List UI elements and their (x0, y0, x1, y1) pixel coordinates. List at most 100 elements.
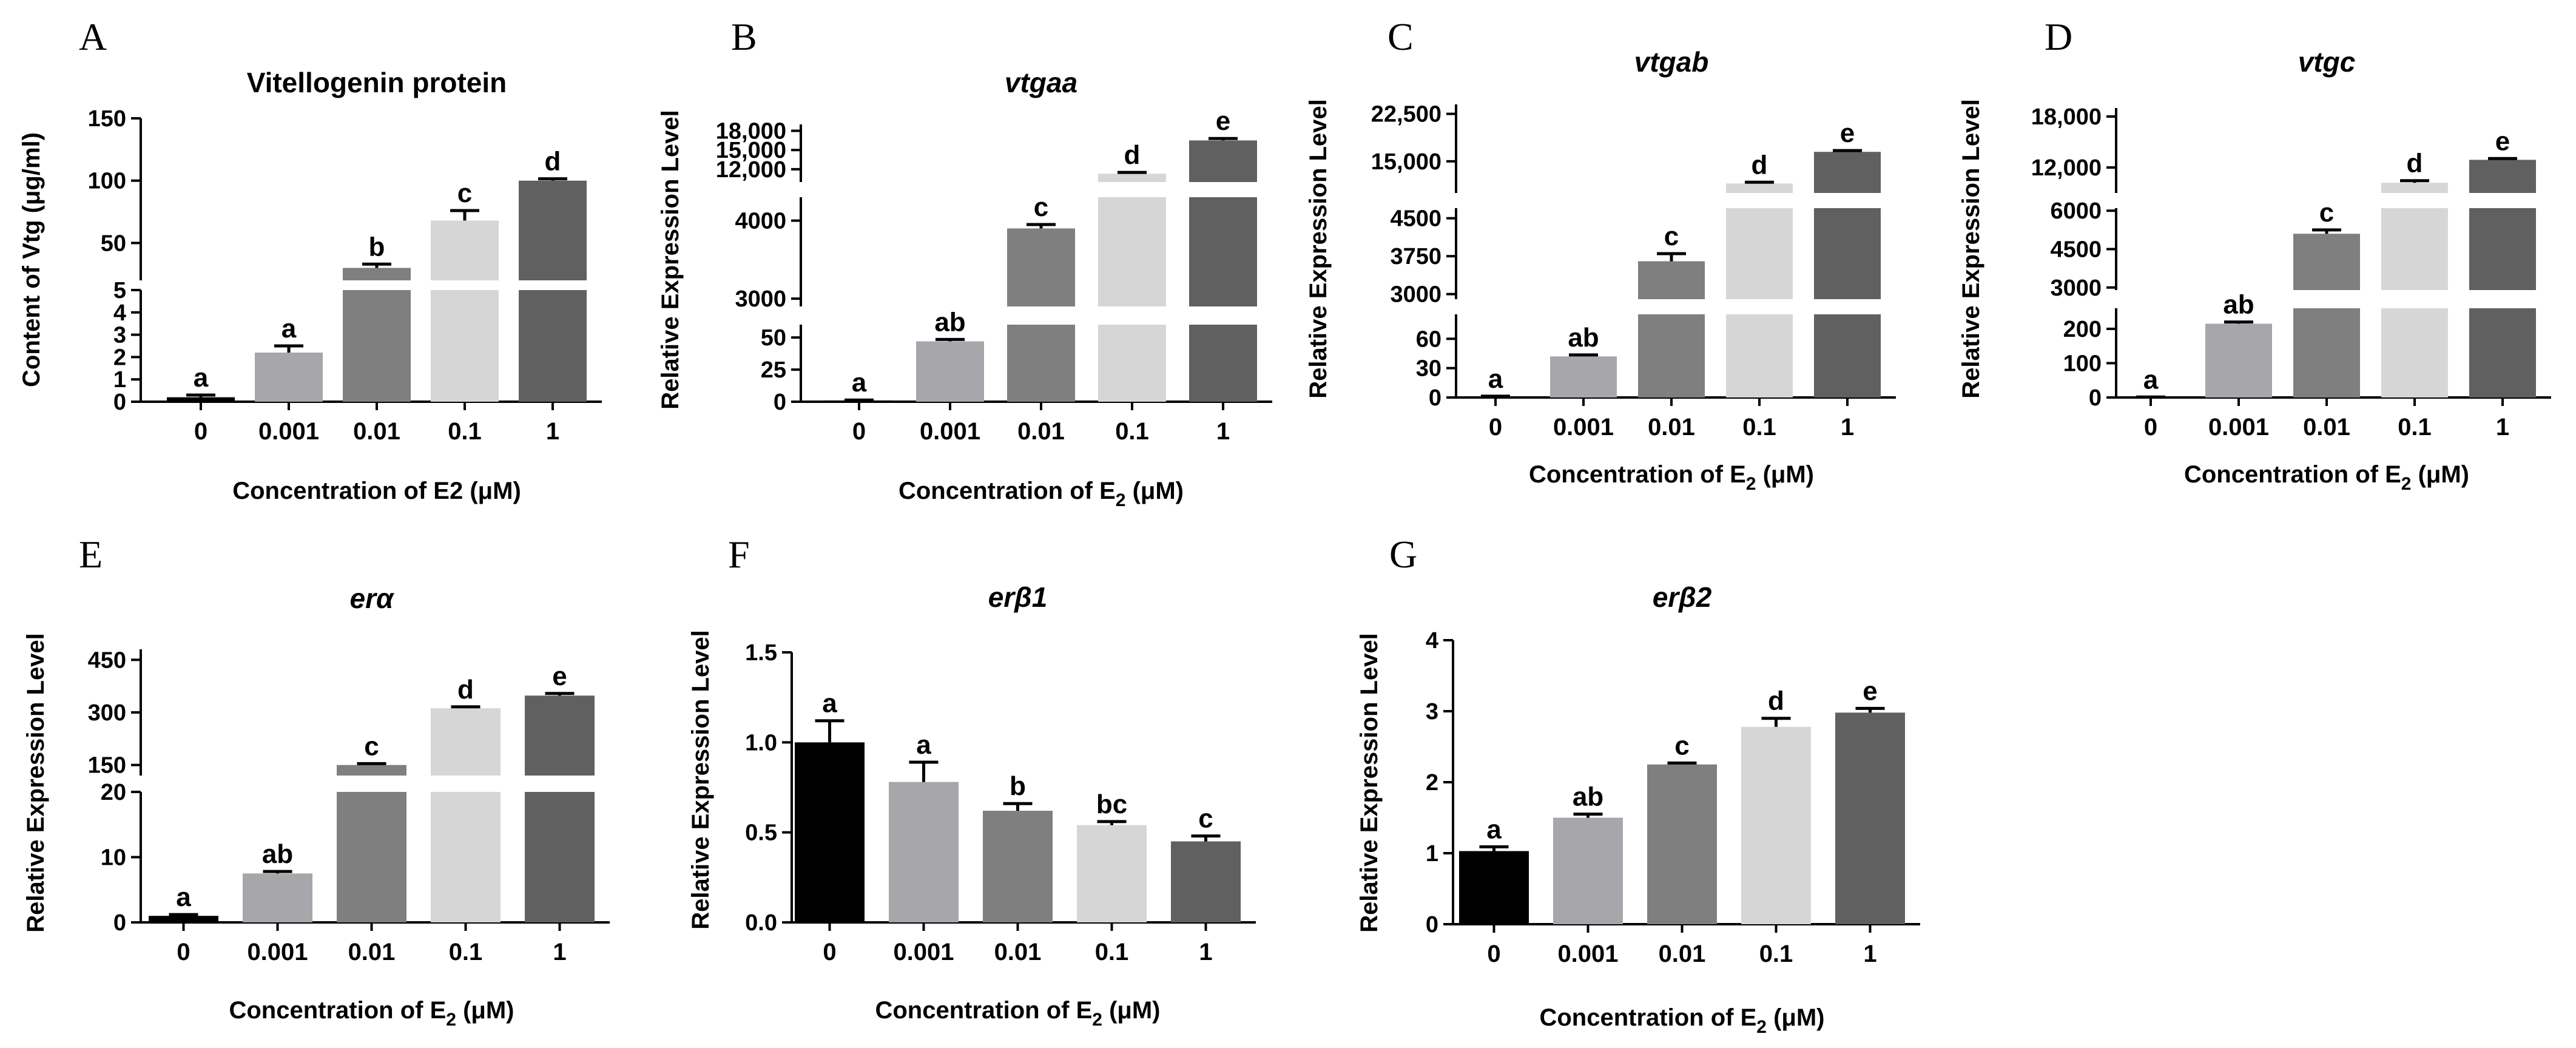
x-axis-title: Concentration of E2 (μM) (1529, 461, 1814, 494)
bar (1814, 152, 1881, 397)
bar (1726, 183, 1793, 397)
y-axis-title: Content of Vtg (μg/ml) (18, 132, 45, 387)
x-tick-label: 0.01 (1017, 418, 1065, 445)
bar (243, 873, 312, 922)
y-tick-label: 3 (1426, 699, 1438, 725)
chart-title: vtgc (2298, 46, 2356, 78)
bar (1189, 140, 1257, 402)
axis-break-gap (2293, 290, 2361, 308)
x-tick-label: 0 (2144, 414, 2157, 441)
x-tick-label: 0.1 (1742, 414, 1776, 441)
y-tick-label: 0.0 (745, 910, 777, 936)
y-tick-label: 0 (1429, 385, 1441, 411)
y-tick-label: 18,000 (2031, 104, 2102, 130)
significance-letter: d (545, 147, 561, 177)
x-axis-title-unit: (μM) (1125, 478, 1184, 504)
significance-letter: c (2319, 198, 2334, 228)
x-tick-label: 0.001 (258, 418, 319, 445)
x-tick-label: 1 (1216, 418, 1230, 445)
significance-letter: c (457, 178, 472, 208)
significance-letter: a (2143, 365, 2159, 394)
x-tick-label: 0.001 (1553, 414, 1614, 441)
x-tick-label: 0 (1489, 414, 1502, 441)
y-tick-label: 4 (113, 300, 126, 326)
x-tick-label: 0.001 (893, 939, 954, 965)
bar (795, 742, 865, 922)
y-tick-label: 0 (113, 390, 126, 415)
x-axis-title: Concentration of E2 (μM) (2184, 461, 2469, 494)
y-tick-label: 30 (1416, 356, 1441, 382)
x-tick-label: 1 (1863, 941, 1876, 967)
x-axis-title-main: Concentration of E (1539, 1004, 1756, 1031)
significance-letter: d (1768, 686, 1784, 716)
x-axis-title-unit: (μM) (1767, 1004, 1825, 1031)
y-tick-label: 0 (774, 390, 786, 415)
x-axis-title-main: Concentration of E (1529, 461, 1746, 488)
significance-letter: d (1752, 150, 1768, 180)
axis-break-gap (1097, 306, 1167, 325)
bar (255, 353, 323, 402)
significance-letter: c (1664, 221, 1679, 251)
significance-letter: a (852, 368, 867, 397)
y-tick-label: 300 (88, 700, 126, 726)
bar (1553, 817, 1623, 924)
significance-letter: bc (1096, 789, 1127, 819)
x-axis-title-unit: (μM) (1756, 461, 1814, 488)
y-tick-label: 150 (88, 106, 126, 132)
axis-break-gap (2469, 290, 2537, 308)
y-tick-label: 0 (1426, 912, 1438, 938)
x-axis-title-main: Concentration of E (2184, 461, 2401, 488)
x-axis-title-subscript: 2 (2401, 474, 2412, 494)
significance-letter: ab (262, 839, 293, 869)
y-tick-label: 1.5 (745, 640, 777, 666)
y-tick-label: 450 (88, 647, 126, 673)
panel-letter: A (79, 15, 107, 58)
y-tick-label: 0 (113, 910, 126, 936)
y-axis-title: Relative Expression Level (1356, 633, 1383, 933)
y-tick-label: 20 (101, 780, 126, 805)
significance-letter: e (552, 661, 567, 691)
x-tick-label: 0.1 (1095, 939, 1129, 965)
bar (1638, 261, 1705, 397)
significance-letter: a (194, 363, 209, 393)
x-axis-title-unit: (μM) (456, 997, 514, 1024)
y-tick-label: 50 (761, 325, 786, 351)
significance-letter: ab (1573, 782, 1603, 812)
y-axis-title: Relative Expression Level (687, 630, 714, 930)
y-tick-label: 1.0 (745, 730, 777, 756)
y-tick-label: 6000 (2050, 198, 2102, 224)
x-tick-label: 0 (194, 418, 207, 445)
bar (916, 341, 984, 402)
x-axis-title-unit: (μM) (2411, 461, 2469, 488)
y-tick-label: 1 (113, 367, 126, 393)
chart-title: vtgaa (1005, 67, 1077, 98)
axis-break-gap (524, 776, 595, 792)
x-axis-title: Concentration of E2 (μM) (232, 478, 521, 504)
significance-letter: b (1010, 771, 1026, 801)
bar (889, 782, 959, 922)
significance-letter: e (1216, 106, 1230, 136)
significance-letter: c (1198, 804, 1213, 834)
x-tick-label: 0.01 (1648, 414, 1695, 441)
x-axis-title: Concentration of E2 (μM) (1539, 1004, 1824, 1037)
significance-letter: d (2407, 149, 2423, 178)
bar (343, 268, 411, 402)
x-tick-label: 0.01 (994, 939, 1042, 965)
axis-break-gap (1813, 193, 1881, 208)
y-tick-label: 2 (1426, 770, 1438, 796)
x-axis-title-main: Concentration of E (229, 997, 446, 1024)
panel-letter: C (1387, 15, 1414, 58)
y-tick-label: 3000 (2050, 276, 2102, 301)
bar (1647, 764, 1717, 924)
x-tick-label: 0.001 (247, 939, 308, 965)
bar (2205, 323, 2272, 397)
significance-letter: ab (934, 307, 965, 337)
x-tick-label: 0.001 (2208, 414, 2269, 441)
y-tick-label: 10 (101, 845, 126, 871)
axis-break-gap (336, 776, 407, 792)
y-tick-label: 100 (88, 169, 126, 194)
significance-letter: e (1863, 676, 1877, 706)
axis-break-gap (2381, 290, 2449, 308)
